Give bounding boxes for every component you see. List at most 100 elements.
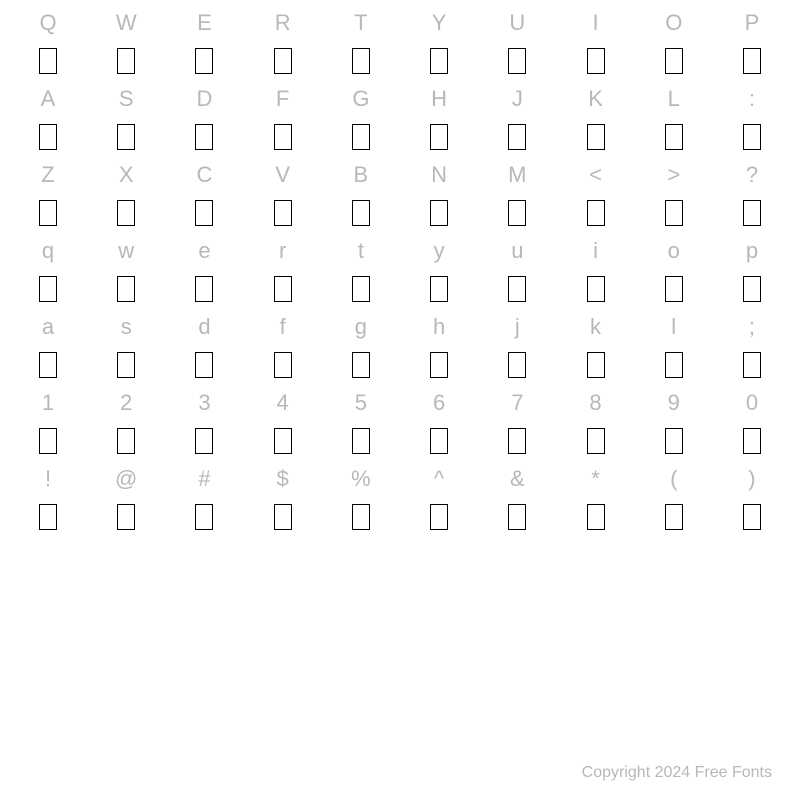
char-cell: M — [487, 160, 547, 226]
char-label: w — [118, 236, 134, 266]
glyph-placeholder-box — [430, 48, 448, 74]
char-cell: o — [644, 236, 704, 302]
glyph-placeholder-box — [665, 276, 683, 302]
char-label: l — [671, 312, 676, 342]
char-cell: h — [409, 312, 469, 378]
char-label: D — [196, 84, 212, 114]
glyph-placeholder-box — [352, 276, 370, 302]
glyph-placeholder-box — [274, 352, 292, 378]
char-cell: % — [331, 464, 391, 530]
char-label: M — [508, 160, 526, 190]
char-label: I — [592, 8, 598, 38]
char-label: G — [352, 84, 369, 114]
glyph-placeholder-box — [195, 124, 213, 150]
char-label: ! — [45, 464, 51, 494]
glyph-placeholder-box — [665, 428, 683, 454]
glyph-placeholder-box — [743, 504, 761, 530]
char-label: 7 — [511, 388, 523, 418]
char-cell: N — [409, 160, 469, 226]
char-label: N — [431, 160, 447, 190]
char-label: r — [279, 236, 286, 266]
char-cell: * — [566, 464, 626, 530]
char-cell: 5 — [331, 388, 391, 454]
glyph-placeholder-box — [39, 124, 57, 150]
char-cell: S — [96, 84, 156, 150]
glyph-placeholder-box — [743, 48, 761, 74]
char-label: 2 — [120, 388, 132, 418]
glyph-placeholder-box — [352, 200, 370, 226]
char-cell: Y — [409, 8, 469, 74]
glyph-placeholder-box — [508, 352, 526, 378]
char-label: X — [119, 160, 134, 190]
char-label: 1 — [42, 388, 54, 418]
glyph-placeholder-box — [587, 504, 605, 530]
char-cell: i — [566, 236, 626, 302]
glyph-placeholder-box — [743, 352, 761, 378]
char-label: 4 — [277, 388, 289, 418]
char-label: i — [593, 236, 598, 266]
glyph-placeholder-box — [587, 48, 605, 74]
char-label: p — [746, 236, 758, 266]
char-cell: Z — [18, 160, 78, 226]
glyph-placeholder-box — [117, 504, 135, 530]
char-cell: f — [253, 312, 313, 378]
char-cell: > — [644, 160, 704, 226]
char-label: ) — [748, 464, 755, 494]
glyph-placeholder-box — [587, 428, 605, 454]
char-label: t — [358, 236, 364, 266]
glyph-placeholder-box — [274, 124, 292, 150]
char-cell: $ — [253, 464, 313, 530]
glyph-placeholder-box — [39, 352, 57, 378]
glyph-placeholder-box — [274, 200, 292, 226]
char-cell: D — [174, 84, 234, 150]
glyph-placeholder-box — [117, 276, 135, 302]
glyph-placeholder-box — [39, 276, 57, 302]
char-label: Z — [41, 160, 54, 190]
glyph-placeholder-box — [117, 428, 135, 454]
glyph-placeholder-box — [117, 352, 135, 378]
glyph-placeholder-box — [352, 48, 370, 74]
char-cell: ; — [722, 312, 782, 378]
char-cell: E — [174, 8, 234, 74]
glyph-placeholder-box — [508, 48, 526, 74]
char-cell: ^ — [409, 464, 469, 530]
char-label: y — [434, 236, 445, 266]
char-cell: ( — [644, 464, 704, 530]
char-row: asdfghjkl; — [18, 312, 782, 378]
glyph-placeholder-box — [195, 200, 213, 226]
char-cell: d — [174, 312, 234, 378]
char-cell: : — [722, 84, 782, 150]
char-row: ASDFGHJKL: — [18, 84, 782, 150]
char-cell: e — [174, 236, 234, 302]
char-cell: ? — [722, 160, 782, 226]
char-label: J — [512, 84, 523, 114]
char-cell: V — [253, 160, 313, 226]
glyph-placeholder-box — [743, 200, 761, 226]
char-cell: < — [566, 160, 626, 226]
char-label: 5 — [355, 388, 367, 418]
char-label: L — [668, 84, 680, 114]
char-cell: O — [644, 8, 704, 74]
glyph-placeholder-box — [743, 124, 761, 150]
char-row: qwertyuiop — [18, 236, 782, 302]
glyph-placeholder-box — [274, 48, 292, 74]
glyph-placeholder-box — [117, 124, 135, 150]
char-label: % — [351, 464, 371, 494]
glyph-placeholder-box — [274, 428, 292, 454]
glyph-placeholder-box — [587, 124, 605, 150]
char-cell: I — [566, 8, 626, 74]
char-label: K — [588, 84, 603, 114]
char-row: 1234567890 — [18, 388, 782, 454]
character-map-grid: QWERTYUIOPASDFGHJKL:ZXCVBNM<>?qwertyuiop… — [0, 0, 800, 530]
glyph-placeholder-box — [430, 200, 448, 226]
char-label: < — [589, 160, 602, 190]
glyph-placeholder-box — [508, 276, 526, 302]
glyph-placeholder-box — [665, 48, 683, 74]
char-cell: ) — [722, 464, 782, 530]
char-label: u — [511, 236, 523, 266]
char-cell: 6 — [409, 388, 469, 454]
char-label: V — [275, 160, 290, 190]
glyph-placeholder-box — [665, 352, 683, 378]
char-cell: t — [331, 236, 391, 302]
char-cell: j — [487, 312, 547, 378]
